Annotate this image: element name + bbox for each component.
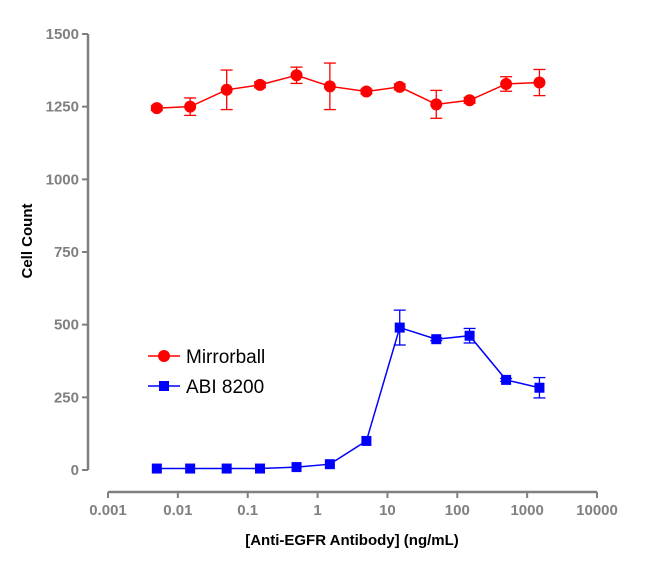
y-tick-label: 250 xyxy=(54,389,79,406)
data-point xyxy=(463,94,476,107)
data-point xyxy=(361,435,372,446)
y-tick-label: 0 xyxy=(71,462,79,479)
x-tick-label: 1 xyxy=(313,502,321,519)
y-tick-label: 500 xyxy=(54,317,79,334)
y-tick-label: 1000 xyxy=(46,171,79,188)
series-mirrorball xyxy=(150,62,546,119)
data-point xyxy=(431,334,442,345)
data-point xyxy=(255,463,266,474)
data-point xyxy=(430,98,443,111)
data-point xyxy=(254,78,267,91)
x-tick-label: 1000 xyxy=(510,502,543,519)
series-layer xyxy=(150,62,546,474)
data-point xyxy=(324,459,335,470)
legend-label-abi-8200: ABI 8200 xyxy=(186,377,264,398)
axes: 0 250 500 750 1000 1250 1500 0.001 0.01 0.1 1 10 100… xyxy=(46,26,618,519)
x-tick-label: 0.001 xyxy=(89,502,127,519)
data-point xyxy=(150,102,163,115)
data-point xyxy=(291,462,302,473)
data-point xyxy=(393,80,406,93)
x-tick-label: 0.1 xyxy=(237,502,258,519)
series-abi-8200 xyxy=(151,309,546,474)
x-tick-label: 0.01 xyxy=(163,502,192,519)
data-point xyxy=(323,80,336,93)
data-point xyxy=(394,322,405,333)
legend-label-mirrorball: Mirrorball xyxy=(186,347,265,368)
x-axis-title: [Anti-EGFR Antibody] (ng/mL) xyxy=(245,532,459,549)
series-line-mirrorball xyxy=(156,74,540,109)
data-point xyxy=(185,463,196,474)
data-point xyxy=(221,463,232,474)
data-point xyxy=(534,382,545,393)
legend: Mirrorball ABI 8200 xyxy=(148,347,265,398)
x-tick-label: 100 xyxy=(445,502,470,519)
data-point xyxy=(151,463,162,474)
x-tick-label: 10000 xyxy=(576,502,618,519)
data-point xyxy=(184,100,197,113)
y-axis-title: Cell Count xyxy=(19,204,36,279)
x-tick-label: 10 xyxy=(379,502,396,519)
series-line-abi-8200 xyxy=(156,326,540,470)
legend-item-abi-8200: ABI 8200 xyxy=(148,377,264,398)
data-point xyxy=(533,76,546,89)
data-point xyxy=(500,77,513,90)
data-point xyxy=(501,374,512,385)
data-point xyxy=(220,83,233,96)
data-point xyxy=(360,85,373,98)
data-point xyxy=(290,69,303,82)
y-tick-label: 1250 xyxy=(46,99,79,116)
legend-item-mirrorball: Mirrorball xyxy=(148,347,265,368)
y-tick-label: 1500 xyxy=(46,26,79,43)
legend-marker-mirrorball xyxy=(158,350,170,362)
y-tick-label: 750 xyxy=(54,244,79,261)
legend-marker-abi-8200 xyxy=(159,381,169,391)
data-point xyxy=(464,330,475,341)
